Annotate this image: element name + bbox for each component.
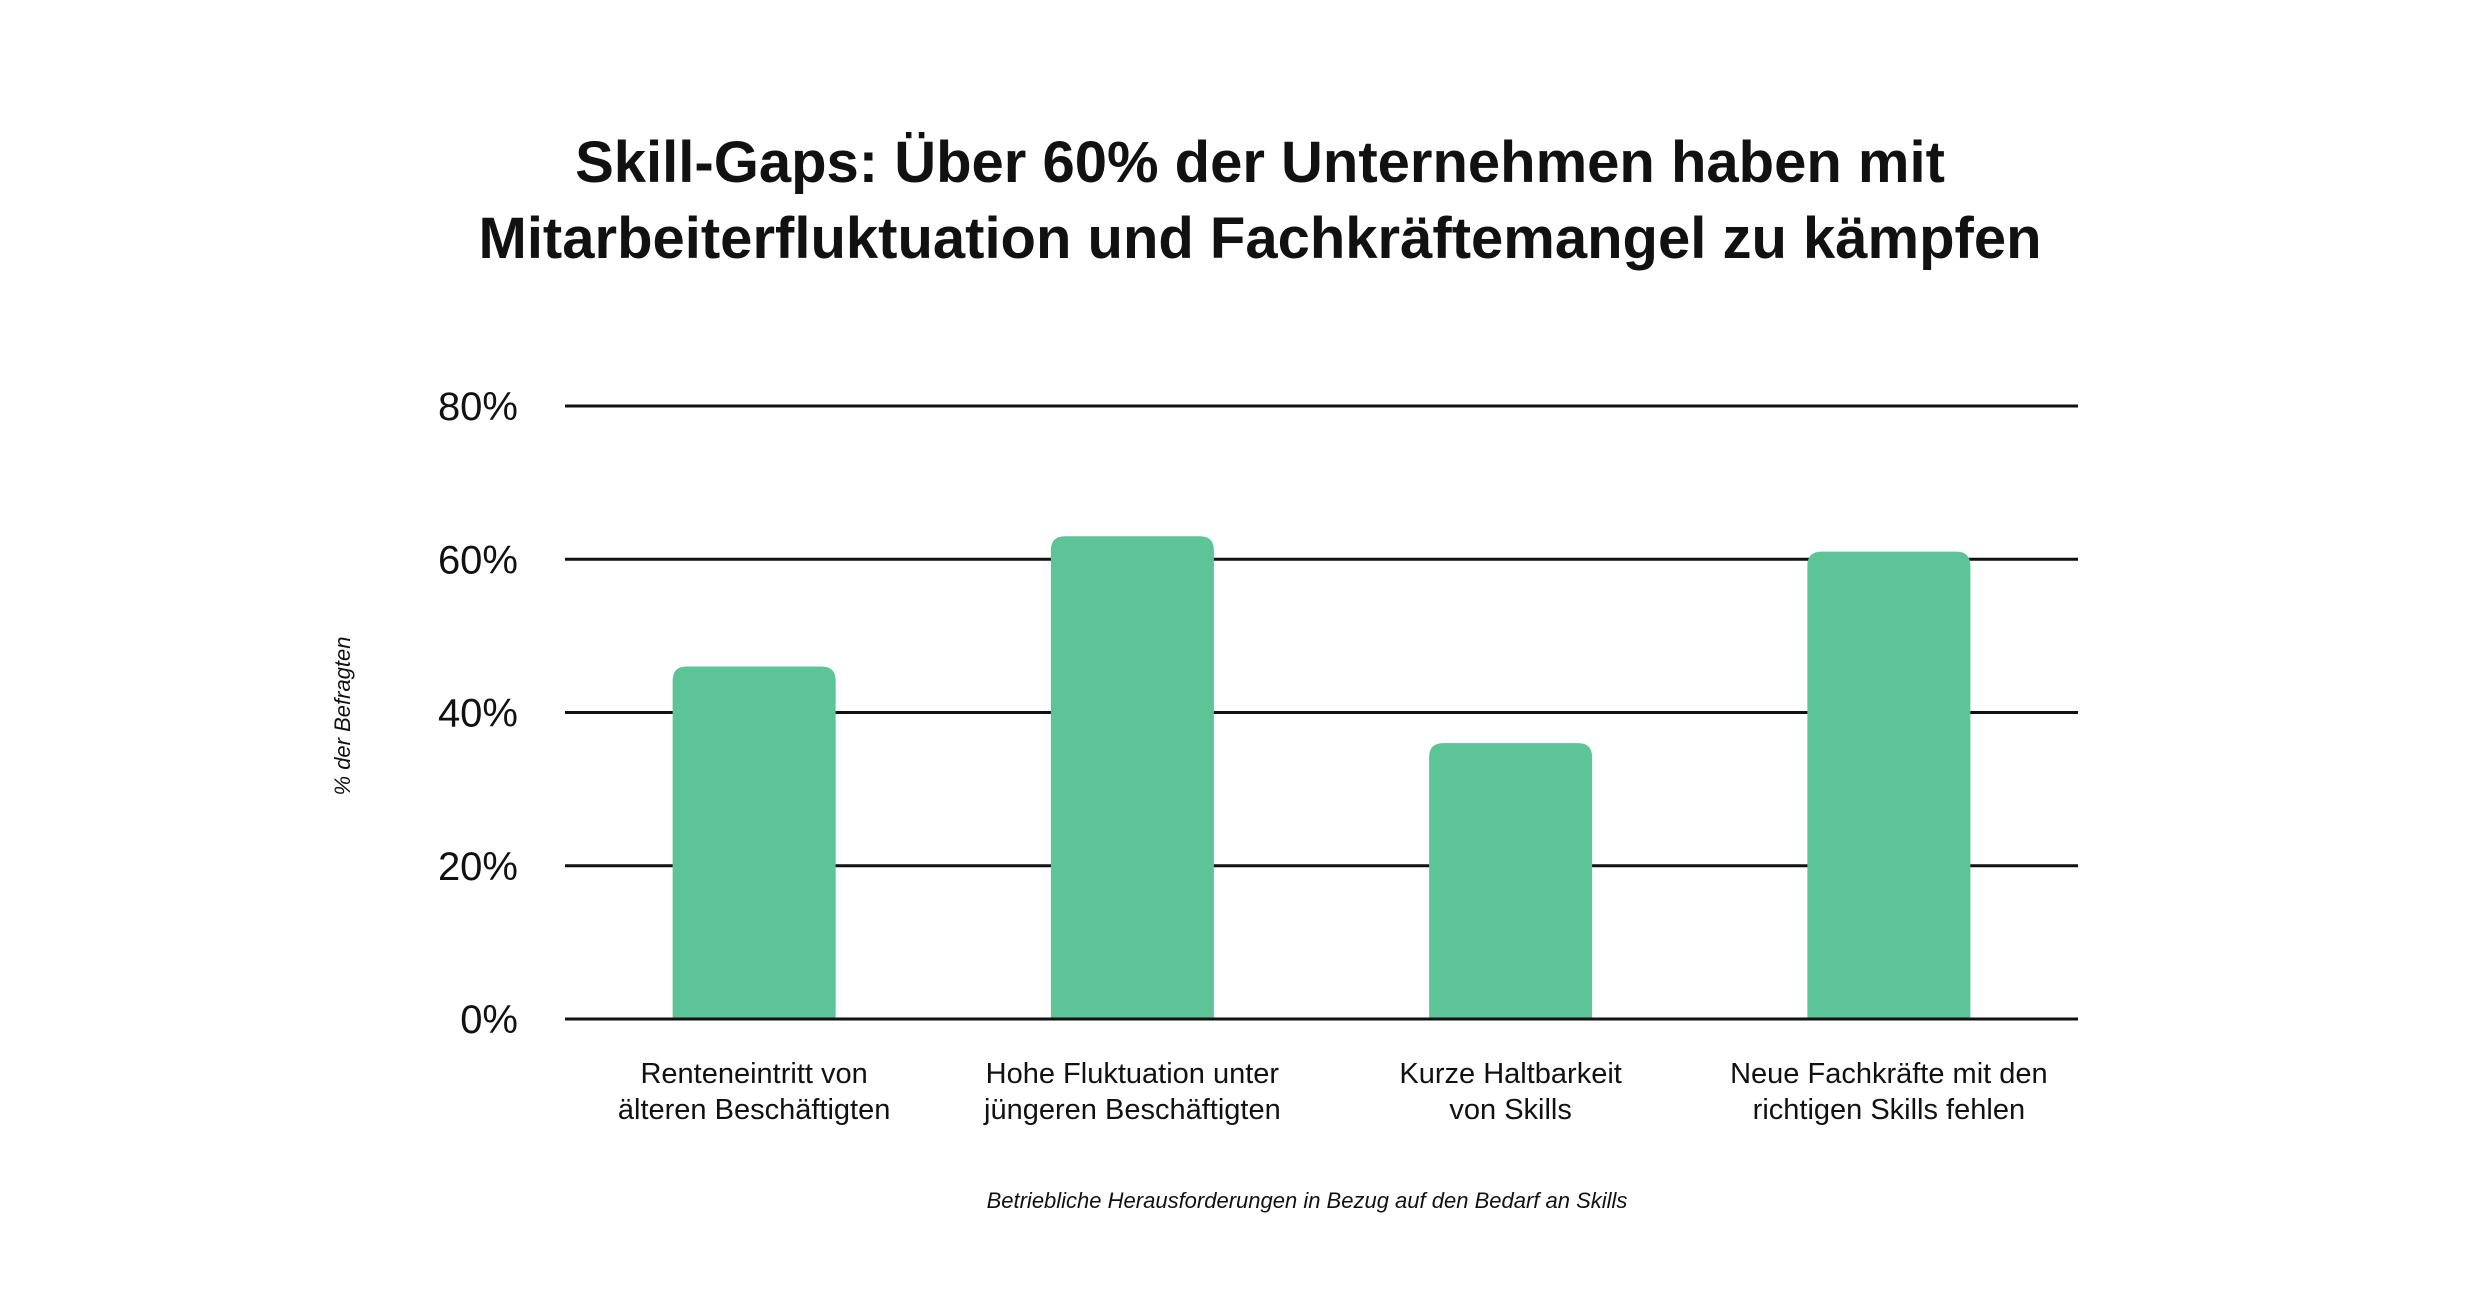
x-tick-label-1-line-1: Renteneintritt von	[640, 1058, 867, 1090]
y-axis-ticks: 0% 20% 40% 60% 80%	[438, 385, 518, 1042]
y-tick-label-20: 20%	[438, 845, 518, 889]
bar-1	[672, 666, 836, 1019]
y-tick-label-60: 60%	[438, 538, 518, 582]
bar-2	[1050, 536, 1214, 1019]
chart-title: Skill-Gaps: Über 60% der Unternehmen hab…	[479, 130, 2042, 271]
bar-3	[1429, 743, 1593, 1019]
x-tick-label-4-line-2: richtigen Skills fehlen	[1753, 1094, 2025, 1126]
y-axis-label: % der Befragten	[330, 637, 355, 796]
x-tick-label-2-line-1: Hohe Fluktuation unter	[986, 1058, 1280, 1090]
y-tick-label-80: 80%	[438, 385, 518, 429]
x-tick-label-1-line-2: älteren Beschäftigten	[618, 1094, 890, 1126]
x-tick-label-3-line-2: von Skills	[1449, 1094, 1572, 1126]
x-tick-label-4-line-1: Neue Fachkräfte mit den	[1730, 1058, 2048, 1090]
x-axis-ticks: Renteneintritt von älteren Beschäftigten H…	[618, 1058, 2048, 1126]
x-tick-label-3-line-1: Kurze Haltbarkeit	[1399, 1058, 1621, 1090]
chart-title-line-2: Mitarbeiterfluktuation und Fachkräfteman…	[479, 206, 2042, 271]
x-axis-label: Betriebliche Herausforderungen in Bezug …	[987, 1188, 1628, 1213]
y-tick-label-40: 40%	[438, 692, 518, 736]
y-tick-label-0: 0%	[460, 998, 518, 1042]
chart-title-line-1: Skill-Gaps: Über 60% der Unternehmen hab…	[575, 130, 1945, 195]
bar-4	[1807, 551, 1971, 1019]
x-tick-label-2-line-2: jüngeren Beschäftigten	[983, 1094, 1281, 1126]
bars	[565, 536, 2078, 1021]
